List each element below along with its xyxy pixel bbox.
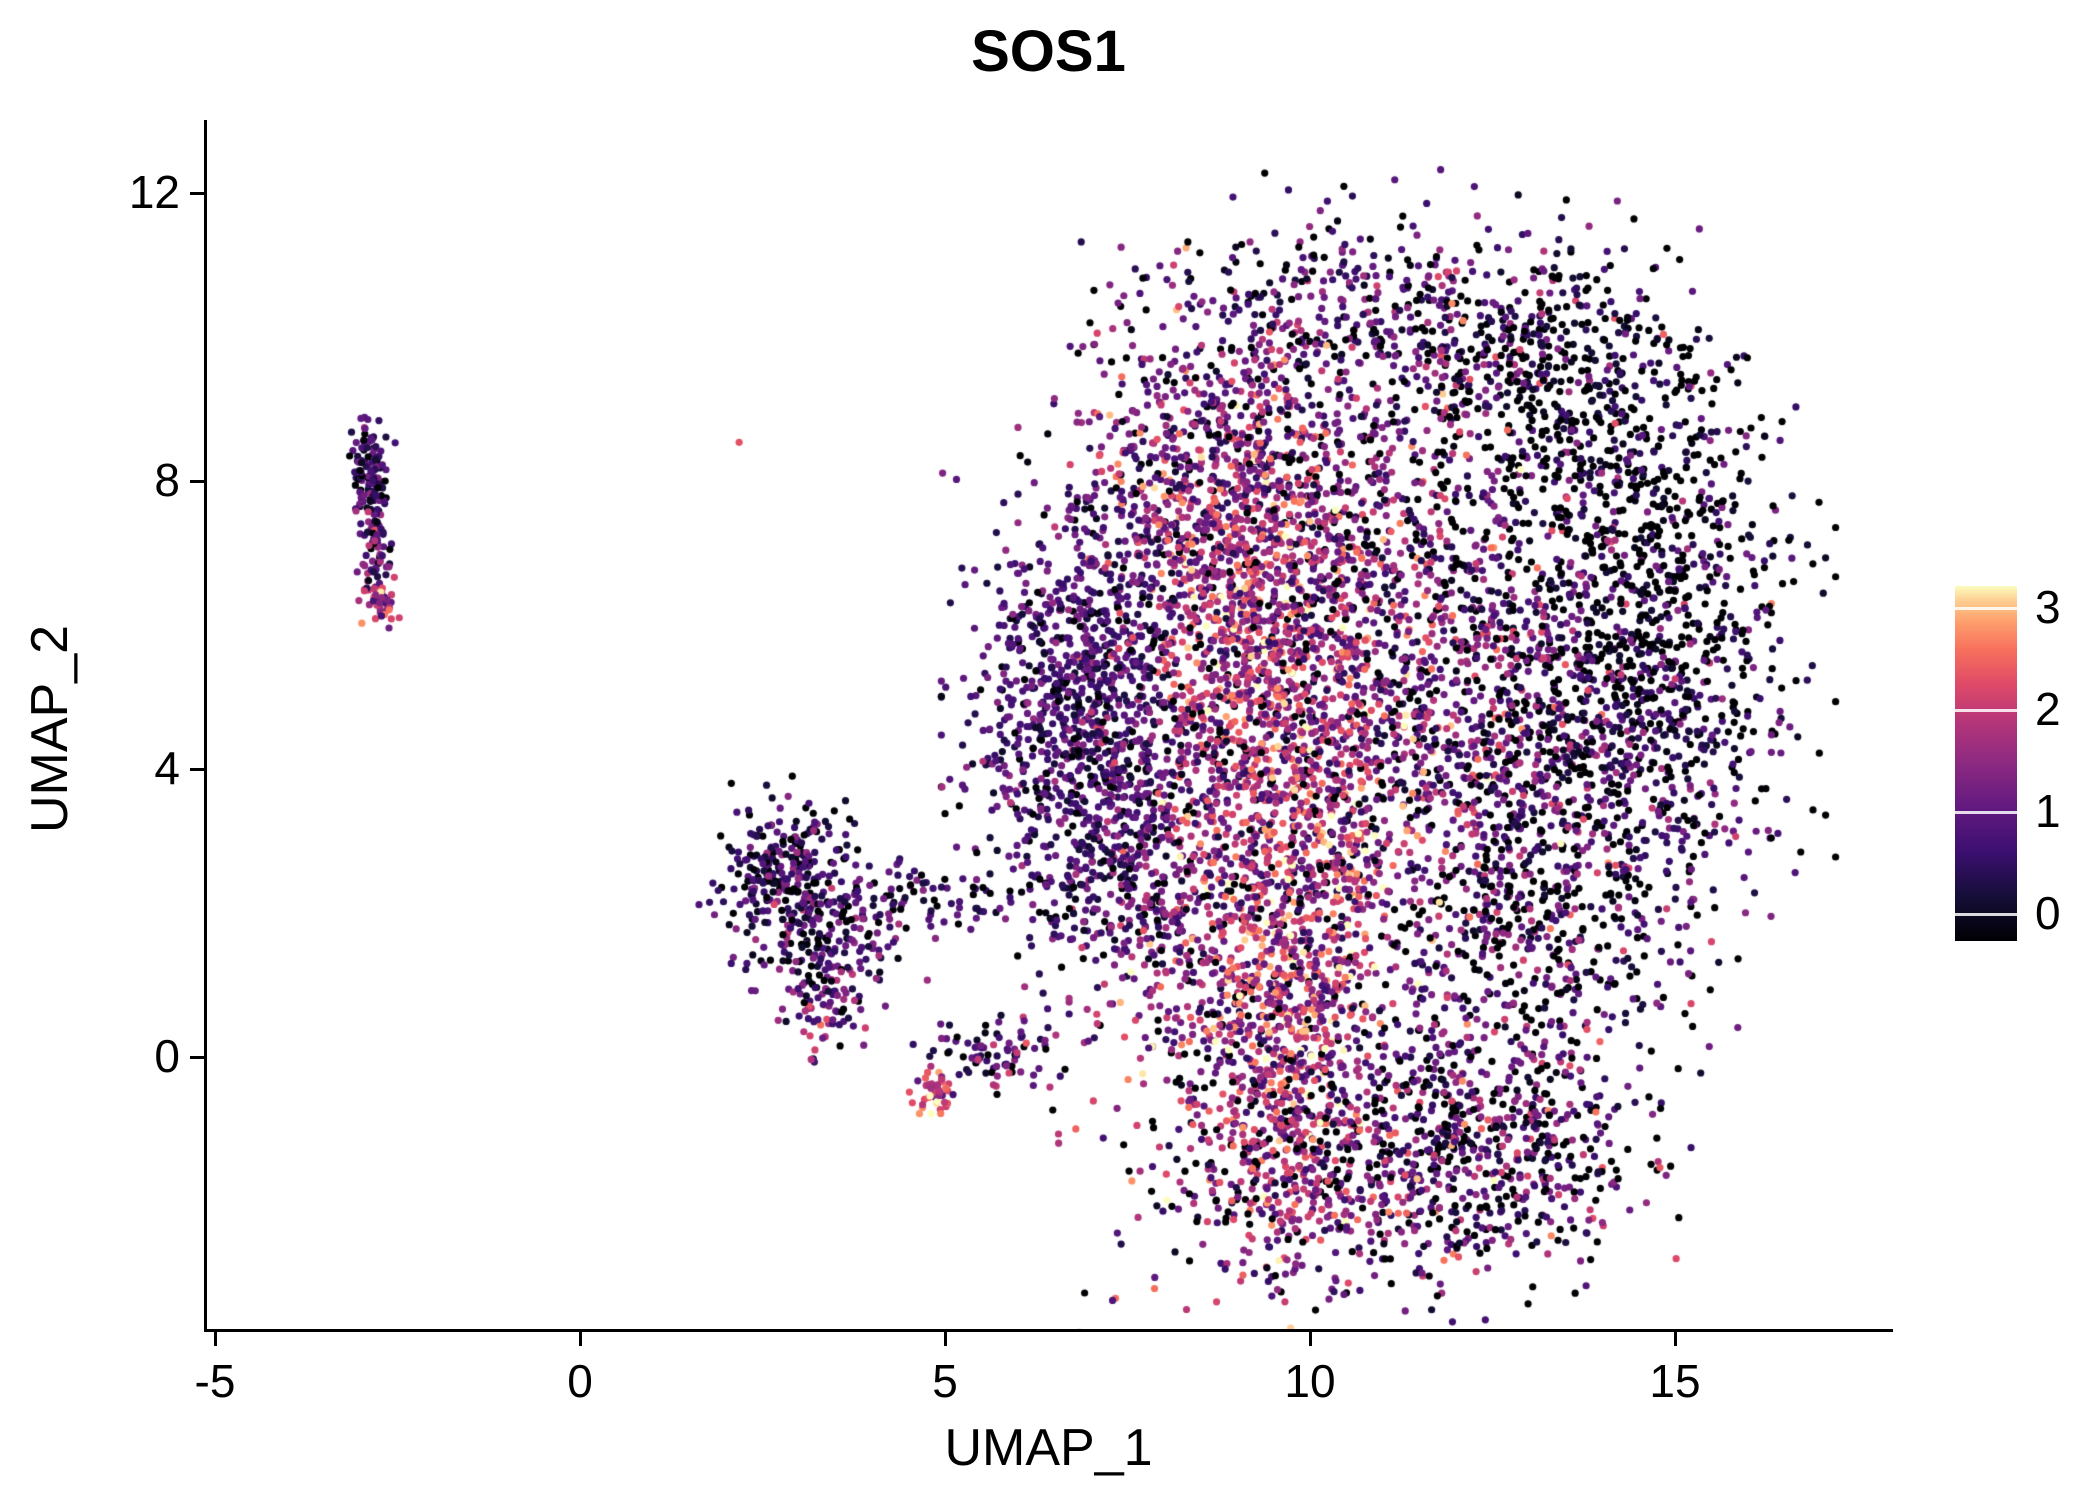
y-tick-mark bbox=[190, 1056, 204, 1059]
x-axis-title: UMAP_1 bbox=[944, 1419, 1153, 1477]
x-axis-line bbox=[204, 1329, 1893, 1332]
x-tick-label: 10 bbox=[1284, 1355, 1336, 1407]
x-tick-mark bbox=[1674, 1332, 1677, 1346]
y-axis-title: UMAP_2 bbox=[21, 624, 79, 834]
x-tick-mark bbox=[1309, 1332, 1312, 1346]
colorbar-tick-label: 0 bbox=[2035, 887, 2061, 939]
x-tick-label: 0 bbox=[567, 1355, 593, 1407]
expression-colorbar bbox=[1955, 586, 2017, 941]
x-tick-mark bbox=[579, 1332, 582, 1346]
y-tick-label: 12 bbox=[128, 166, 180, 218]
y-axis-line bbox=[204, 120, 207, 1332]
y-tick-label: 0 bbox=[154, 1030, 180, 1082]
colorbar-tick-label: 2 bbox=[2035, 683, 2061, 735]
colorbar-tick-label: 3 bbox=[2035, 581, 2061, 633]
colorbar-tick-mark bbox=[1955, 709, 2017, 712]
x-tick-label: 5 bbox=[932, 1355, 958, 1407]
y-tick-mark bbox=[190, 480, 204, 483]
y-tick-mark bbox=[190, 192, 204, 195]
colorbar-tick-label: 1 bbox=[2035, 785, 2061, 837]
colorbar-tick-mark bbox=[1955, 811, 2017, 814]
x-tick-label: -5 bbox=[194, 1355, 236, 1407]
x-tick-mark bbox=[214, 1332, 217, 1346]
y-tick-label: 4 bbox=[154, 742, 180, 794]
colorbar-tick-mark bbox=[1955, 607, 2017, 610]
x-tick-mark bbox=[944, 1332, 947, 1346]
colorbar-tick-mark bbox=[1955, 913, 2017, 916]
plot-title: SOS1 bbox=[971, 19, 1126, 84]
y-tick-label: 8 bbox=[154, 454, 180, 506]
x-tick-label: 15 bbox=[1649, 1355, 1701, 1407]
y-tick-mark bbox=[190, 768, 204, 771]
